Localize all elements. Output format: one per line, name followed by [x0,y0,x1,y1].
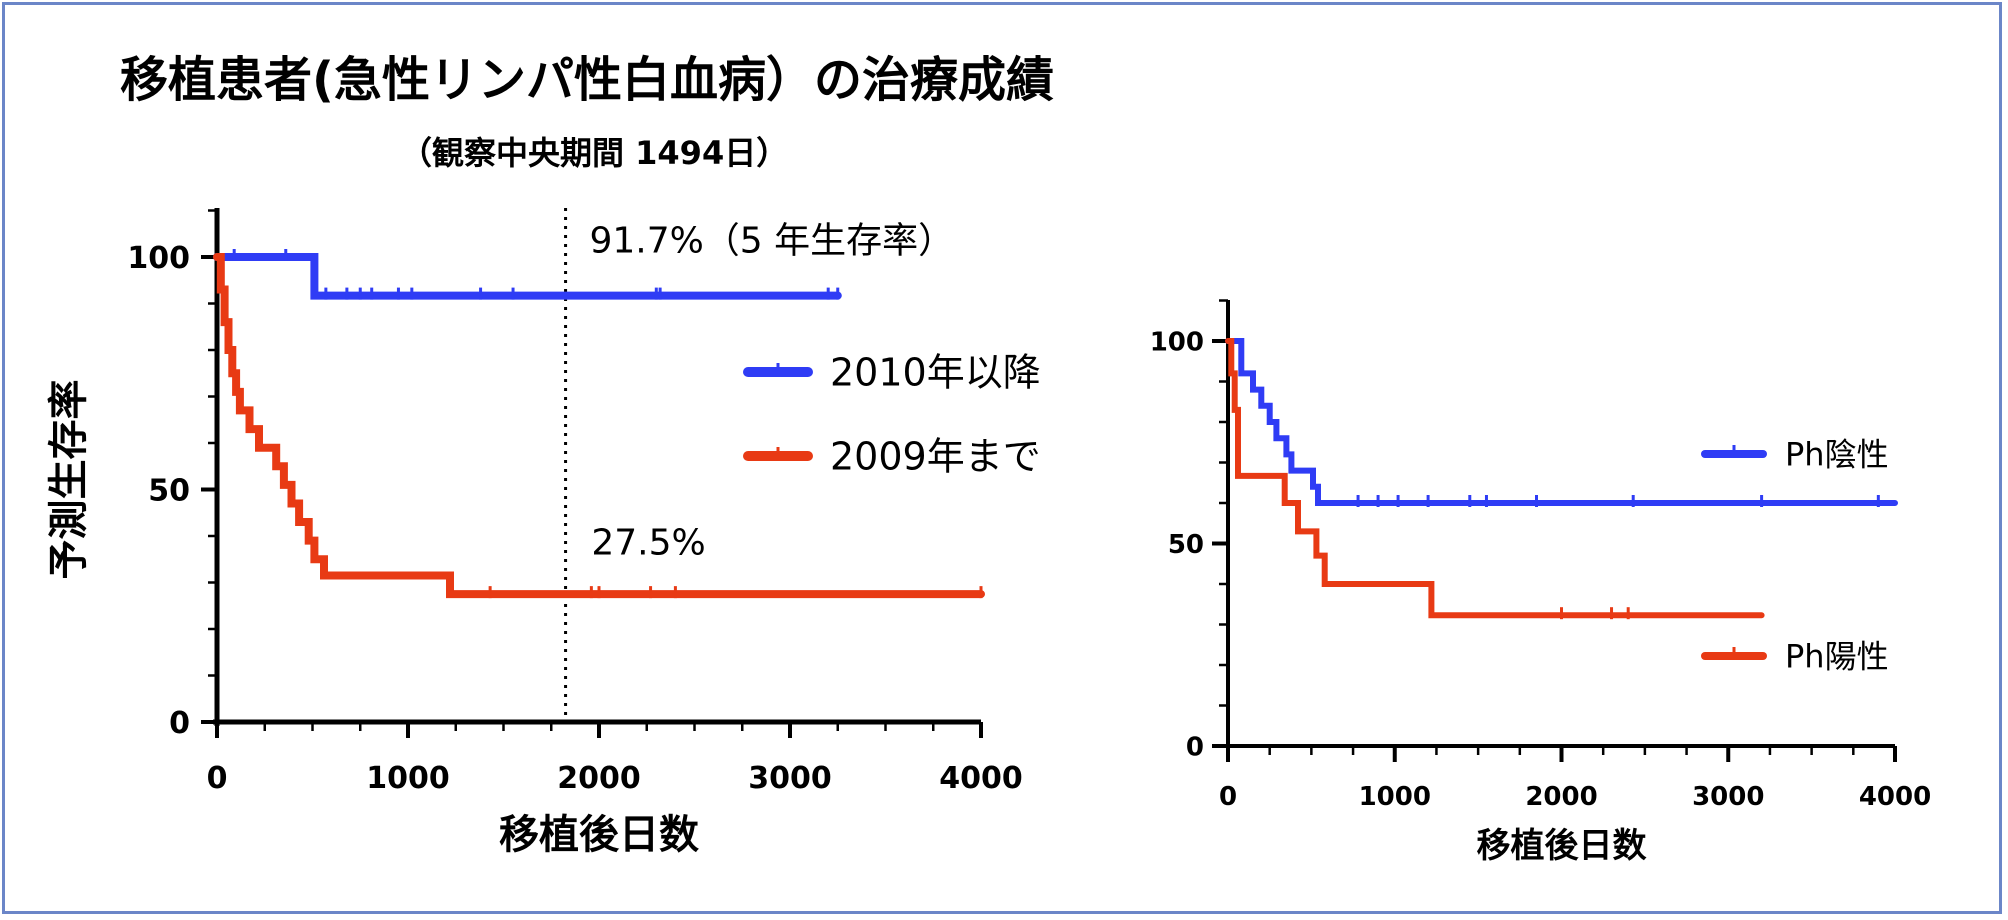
y-axis-label: 予測生存率 [46,380,92,580]
series-line-0 [213,253,842,300]
x-tick-label: 0 [1219,782,1237,812]
x-axis-label: 移植後日数 [1477,826,1647,866]
annotation-label: 91.7%（5 年生存率） [589,220,954,261]
chart-transplant-era: 0 1000 2000 3000 4000 0 50 100 移植後日数 予測生存率 91.7%（5… [46,208,1041,858]
y-tick-label: 0 [169,706,190,741]
y-tick-label: 100 [1150,327,1204,357]
x-tick-label: 2000 [557,761,641,796]
annotation-label: 27.5% [591,523,705,564]
x-tick-label: 1000 [1359,782,1431,812]
legend-label-0: 2010年以降 [830,351,1041,395]
y-tick-label: 50 [148,473,190,508]
y-tick-label: 50 [1168,530,1204,560]
legend-label-0: Ph陰性 [1785,436,1889,474]
x-tick-label: 3000 [748,761,832,796]
x-axis-label: 移植後日数 [499,812,699,858]
x-tick-label: 1000 [366,761,450,796]
x-tick-label: 4000 [1859,782,1931,812]
series-line-1 [1225,338,1765,619]
x-tick-label: 2000 [1525,782,1597,812]
x-tick-label: 4000 [939,761,1023,796]
page-subtitle: （観察中央期間 1494日） [400,134,789,172]
series-line-1 [213,253,985,599]
chart-ph-status: 0 1000 2000 3000 4000 0 50 100 移植後日数 Ph陰性 Ph陽性 [1150,299,1931,866]
x-tick-label: 0 [207,761,228,796]
y-tick-label: 0 [1186,732,1204,762]
page-title: 移植患者(急性リンパ性白血病）の治療成績 [120,52,1054,108]
y-tick-label: 100 [127,241,190,276]
legend-label-1: Ph陽性 [1785,638,1889,676]
series-line-0 [1225,338,1898,506]
x-tick-label: 3000 [1692,782,1764,812]
legend-label-1: 2009年まで [830,435,1041,479]
